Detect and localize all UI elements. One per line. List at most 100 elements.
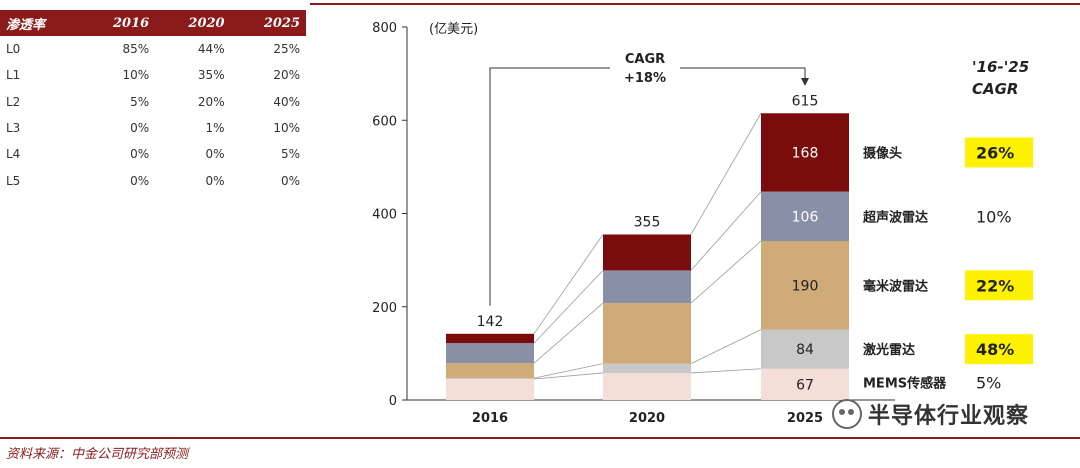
cagr-highlight: [965, 334, 1033, 365]
bar-segment: [446, 379, 534, 400]
table-row: L4 0% 0% 5%: [0, 141, 306, 167]
table-cell: L4: [6, 147, 21, 162]
bar-segment: [603, 363, 691, 373]
connector-line: [690, 191, 762, 271]
bar-segment: [761, 368, 849, 400]
cagr-highlight: [965, 137, 1033, 168]
table-row: L5 0% 0% 0%: [0, 167, 306, 193]
connector-line: [690, 113, 762, 235]
table-cell: L1: [6, 68, 21, 83]
cagr-value: 5%: [976, 373, 1001, 392]
table-header-cell: 渗透率: [0, 10, 80, 36]
table-header-cell: 2020: [155, 10, 231, 36]
table-cell: 10%: [273, 121, 300, 136]
table-cell: 10%: [122, 68, 150, 83]
cagr-column-title: '16-'25: [972, 58, 1029, 76]
bar-segment: [446, 378, 534, 380]
table-cell: 0%: [205, 147, 225, 162]
table-row: L1 10% 35% 20%: [0, 62, 306, 88]
bar-segment: [761, 191, 849, 242]
segment-value-label: 168: [792, 145, 819, 161]
y-tick-label: 600: [372, 114, 397, 129]
cagr-bracket-line: [489, 67, 610, 306]
y-tick-label: 800: [372, 21, 397, 36]
cagr-annotation: +18%: [624, 71, 666, 86]
segment-value-label: 84: [796, 342, 814, 358]
segment-value-label: 67: [796, 377, 814, 393]
bar-segment: [761, 329, 849, 369]
table-cell: 20%: [197, 94, 225, 109]
cagr-value: 48%: [976, 340, 1014, 359]
table-row: L2 5% 20% 40%: [0, 89, 306, 115]
table-header-cell: 2016: [79, 10, 156, 36]
table-cell: 85%: [122, 42, 150, 57]
table-cell: 20%: [273, 68, 300, 83]
table-cell: 0%: [130, 173, 150, 188]
cagr-arrowhead: [801, 78, 809, 86]
table-cell: 35%: [197, 68, 225, 83]
y-tick-label: 200: [372, 301, 397, 316]
x-tick-label: 2020: [629, 411, 665, 426]
connector-line: [533, 363, 604, 379]
bar-segment: [603, 270, 691, 304]
table-cell: 1%: [205, 121, 225, 136]
table-cell: 5%: [280, 147, 300, 162]
bar-segment: [446, 343, 534, 364]
total-label: 355: [634, 214, 661, 230]
table-cell: 0%: [130, 147, 150, 162]
cagr-bracket-line: [680, 67, 806, 80]
cagr-highlight: [965, 270, 1033, 301]
series-label: 超声波雷达: [863, 209, 928, 225]
table-cell: 5%: [130, 94, 150, 109]
bar-segment: [603, 234, 691, 271]
table-cell: 40%: [273, 94, 300, 109]
bar-segment: [603, 303, 691, 364]
bar-segment: [761, 241, 849, 330]
cagr-column-title: CAGR: [972, 80, 1018, 98]
wechat-icon: [832, 399, 862, 429]
bar-segment: [446, 333, 534, 344]
y-tick-label: 0: [389, 394, 397, 409]
top-rule: [310, 3, 1080, 5]
connector-line: [690, 240, 762, 304]
table-cell: L2: [6, 94, 21, 109]
segment-value-label: 190: [792, 278, 819, 294]
x-tick-label: 2025: [787, 411, 823, 426]
cagr-value: 10%: [976, 207, 1012, 226]
series-label: 激光雷达: [863, 342, 915, 358]
cagr-value: 22%: [976, 276, 1014, 295]
cagr-value: 26%: [976, 143, 1014, 162]
penetration-table: 渗透率 2016 2020 2025 L0 85% 44% 25% L1 10%…: [0, 10, 306, 194]
connector-line: [533, 372, 604, 380]
table-cell: 44%: [197, 42, 225, 57]
x-tick-label: 2016: [472, 411, 508, 426]
connector-line: [690, 329, 762, 364]
table-header-cell: 2025: [230, 10, 306, 36]
table-cell: 0%: [280, 173, 300, 188]
bottom-rule: [0, 437, 1080, 439]
stacked-bar-chart: 0 200 400 600 800 (亿美元) 2016 142 2020 355 2025 615 6…: [372, 21, 1033, 426]
connector-line: [533, 302, 604, 364]
source-note: 资料来源：中金公司研究部预测: [6, 447, 189, 462]
watermark: 半导体行业观察: [832, 398, 1029, 430]
watermark-text: 半导体行业观察: [868, 404, 1030, 429]
table-cell: L0: [6, 42, 21, 57]
y-tick-label: 400: [372, 208, 397, 223]
total-label: 615: [792, 93, 819, 109]
series-label: 摄像头: [863, 145, 902, 161]
connector-line: [533, 234, 604, 335]
table-cell: 0%: [205, 173, 225, 188]
bar-segment: [761, 113, 849, 192]
segment-value-label: 106: [792, 209, 819, 225]
bar-segment: [446, 363, 534, 379]
y-axis-label: (亿美元): [429, 22, 478, 37]
connector-line: [690, 368, 762, 374]
bar-segment: [603, 372, 691, 400]
table-cell: L3: [6, 121, 21, 136]
table-cell: 25%: [273, 42, 300, 57]
series-label: MEMS传感器: [863, 375, 947, 391]
cagr-annotation: CAGR: [625, 52, 665, 67]
table-cell: 0%: [130, 121, 150, 136]
connector-line: [533, 270, 604, 344]
table-cell: L5: [6, 173, 21, 188]
